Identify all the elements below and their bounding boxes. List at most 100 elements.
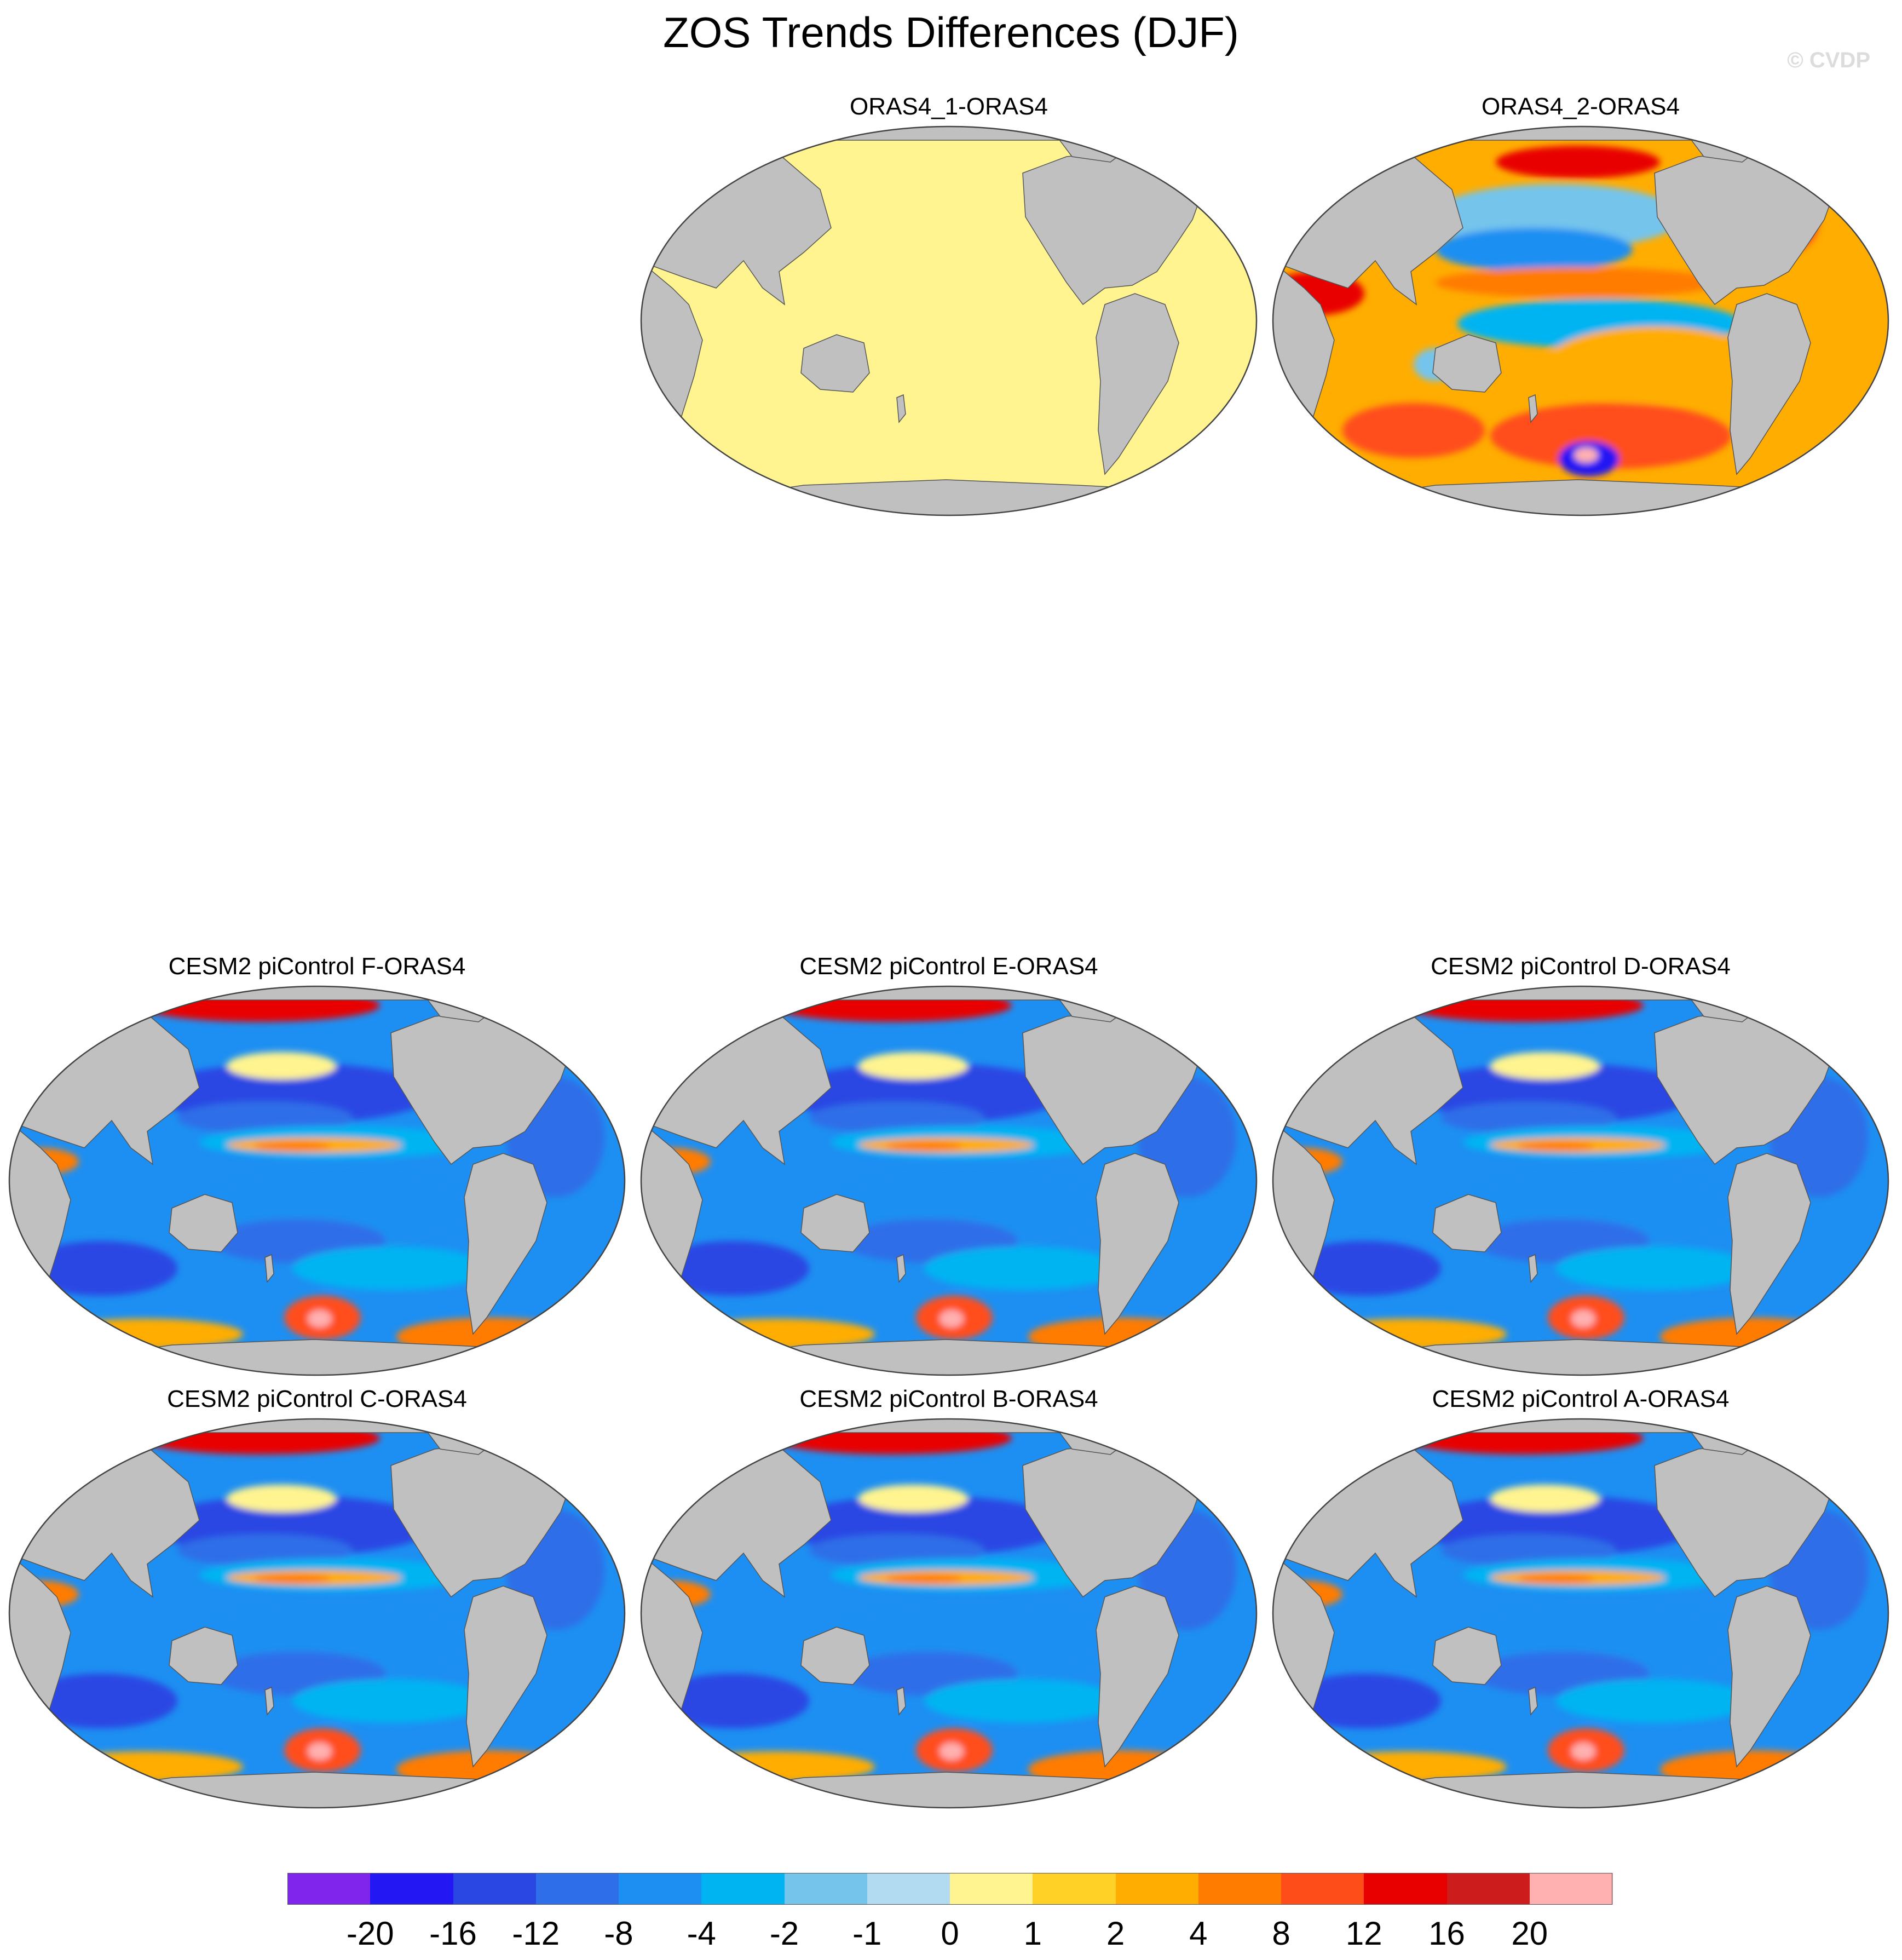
south-america-landmass (464, 1153, 547, 1335)
australia-landmass (800, 1194, 870, 1252)
panel-title: ORAS4_2-ORAS4 (1482, 93, 1680, 120)
panel-title: CESM2 piControl D-ORAS4 (1431, 953, 1731, 980)
cool-anomaly (924, 1246, 1121, 1290)
map-outline (1272, 985, 1889, 1376)
colorbar-tick-label: -1 (852, 1915, 882, 1952)
colorbar-tick-label: 16 (1428, 1915, 1465, 1952)
antarctica-landmass (1314, 479, 1853, 515)
world-map (1272, 1418, 1889, 1809)
map-outline (640, 1418, 1258, 1809)
south-america-landmass (1096, 293, 1179, 475)
cold-anomaly (809, 1101, 984, 1134)
figure-title: ZOS Trends Differences (DJF) (663, 8, 1239, 56)
colorbar-swatch (535, 1873, 619, 1905)
colorbar-swatch (1198, 1873, 1282, 1905)
south-america-landmass (464, 1585, 547, 1768)
antarctica-landmass (50, 1339, 590, 1375)
cool-anomaly (924, 1679, 1121, 1723)
map-outline (640, 985, 1258, 1376)
credit-watermark: © CVDP (1787, 48, 1870, 72)
extreme-warm-anomaly (1571, 1743, 1595, 1760)
colorbar-tick-label: -20 (346, 1915, 394, 1952)
antarctica-landmass (1314, 1339, 1853, 1375)
warm-anomaly (1545, 326, 1764, 403)
extreme-warm-anomaly (308, 1310, 332, 1327)
world-map (640, 1418, 1258, 1809)
colorbar-tick-label: 2 (1106, 1915, 1125, 1952)
cold-anomaly (24, 1241, 177, 1296)
warm-anomaly (1490, 1052, 1600, 1079)
australia-landmass (800, 334, 870, 393)
colorbar-tick-label: -2 (769, 1915, 799, 1952)
equatorial-warm-core (254, 1142, 331, 1151)
panel-title: ORAS4_1-ORAS4 (850, 93, 1048, 120)
australia-landmass (169, 1626, 238, 1685)
colorbar-tick-label: -16 (429, 1915, 477, 1952)
cold-anomaly (1441, 1101, 1616, 1134)
colorbar-tick-label: 20 (1511, 1915, 1548, 1952)
world-map (8, 985, 626, 1376)
colorbar-swatch (867, 1873, 950, 1905)
colorbar-swatch (1281, 1873, 1364, 1905)
south-america-landmass (1727, 293, 1811, 475)
south-america-landmass (1096, 1585, 1179, 1768)
colorbar-swatch (1446, 1873, 1530, 1905)
world-map (640, 125, 1258, 516)
map-outline (8, 985, 626, 1376)
land-group (1273, 986, 1853, 1375)
panel-title: CESM2 piControl C-ORAS4 (167, 1386, 467, 1412)
colorbar: -20 -16 -12 -8 -4 -2 -1 0 1 2 4 8 12 16 20 (287, 1873, 1613, 1955)
equatorial-warm-core (1518, 1142, 1594, 1151)
cold-anomaly (24, 1674, 177, 1728)
map-outline (640, 125, 1258, 516)
warm-anomaly (1490, 1485, 1600, 1512)
new-zealand-landmass (264, 1254, 274, 1283)
map-panel-cesm2-f: CESM2 piControl F-ORAS4 (8, 953, 626, 1380)
south-america-landmass (1727, 1585, 1811, 1768)
new-zealand-landmass (264, 1686, 274, 1716)
cool-anomaly (1436, 228, 1633, 272)
arctic-warm-anomaly (1496, 146, 1660, 179)
colorbar-swatch (1529, 1873, 1613, 1905)
antarctica-landmass (682, 479, 1221, 515)
south-america-landmass (1096, 1153, 1179, 1335)
colorbar-tick-label: 8 (1272, 1915, 1290, 1952)
equatorial-warm-band (1436, 267, 1720, 298)
cold-anomaly (177, 1534, 353, 1567)
antarctica-landmass (682, 1339, 1221, 1375)
colorbar-tick-label: -4 (687, 1915, 716, 1952)
world-map (1272, 125, 1889, 516)
colorbar-tick-label: -12 (512, 1915, 560, 1952)
colorbar-swatch (784, 1873, 868, 1905)
warm-anomaly (858, 1052, 968, 1079)
australia-landmass (169, 1194, 238, 1252)
equatorial-warm-core (886, 1142, 962, 1151)
new-zealand-landmass (896, 1254, 906, 1283)
panel-title: CESM2 piControl A-ORAS4 (1432, 1386, 1730, 1412)
australia-landmass (1432, 1194, 1502, 1252)
map-panel-oras4-1: ORAS4_1-ORAS4 (639, 93, 1258, 520)
map-outline (1272, 1418, 1889, 1809)
colorbar-swatch (453, 1873, 537, 1905)
warm-anomaly (227, 1052, 336, 1079)
map-panel-cesm2-b: CESM2 piControl B-ORAS4 (639, 1386, 1258, 1813)
world-map (8, 1418, 626, 1809)
colorbar-swatch (619, 1873, 702, 1905)
antarctica-landmass (50, 1772, 590, 1808)
cool-anomaly (1556, 1246, 1753, 1290)
extreme-warm-anomaly (308, 1743, 332, 1760)
cold-anomaly (656, 1241, 809, 1296)
colorbar-swatch (1115, 1873, 1199, 1905)
cold-anomaly (809, 1534, 984, 1567)
equatorial-warm-core (1518, 1574, 1594, 1583)
map-outline (1272, 125, 1889, 516)
world-map (640, 985, 1258, 1376)
colorbar-swatch (287, 1873, 371, 1905)
new-zealand-landmass (1528, 1686, 1538, 1716)
cool-anomaly (292, 1679, 489, 1723)
colorbar-tick-label: 0 (941, 1915, 959, 1952)
map-panel-cesm2-e: CESM2 piControl E-ORAS4 (639, 953, 1258, 1380)
cold-anomaly (656, 1674, 809, 1728)
equatorial-warm-core (886, 1574, 962, 1583)
colorbar-tick-label: 1 (1023, 1915, 1042, 1952)
